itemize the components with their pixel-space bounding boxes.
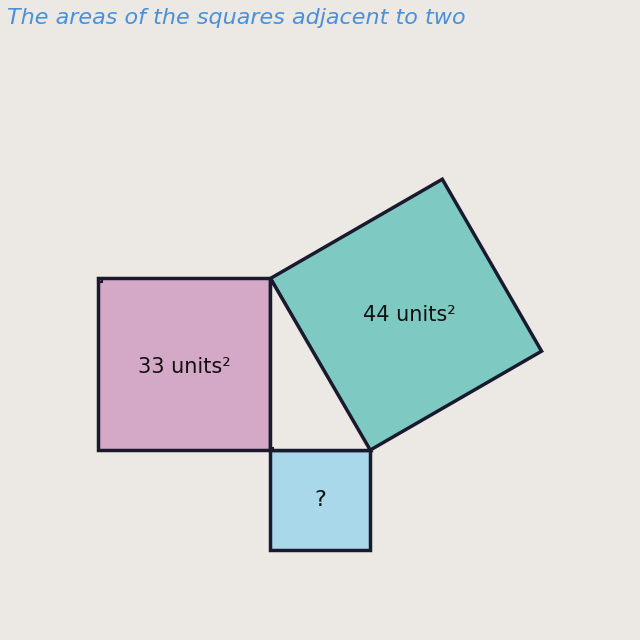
Polygon shape xyxy=(270,448,273,451)
Text: 44 units²: 44 units² xyxy=(363,305,455,325)
Polygon shape xyxy=(270,278,370,451)
Text: 33 units²: 33 units² xyxy=(138,358,231,378)
Polygon shape xyxy=(99,278,270,451)
Polygon shape xyxy=(270,179,541,451)
Text: The areas of the squares adjacent to two: The areas of the squares adjacent to two xyxy=(6,8,465,28)
Polygon shape xyxy=(270,451,370,550)
Text: ?: ? xyxy=(314,490,326,510)
